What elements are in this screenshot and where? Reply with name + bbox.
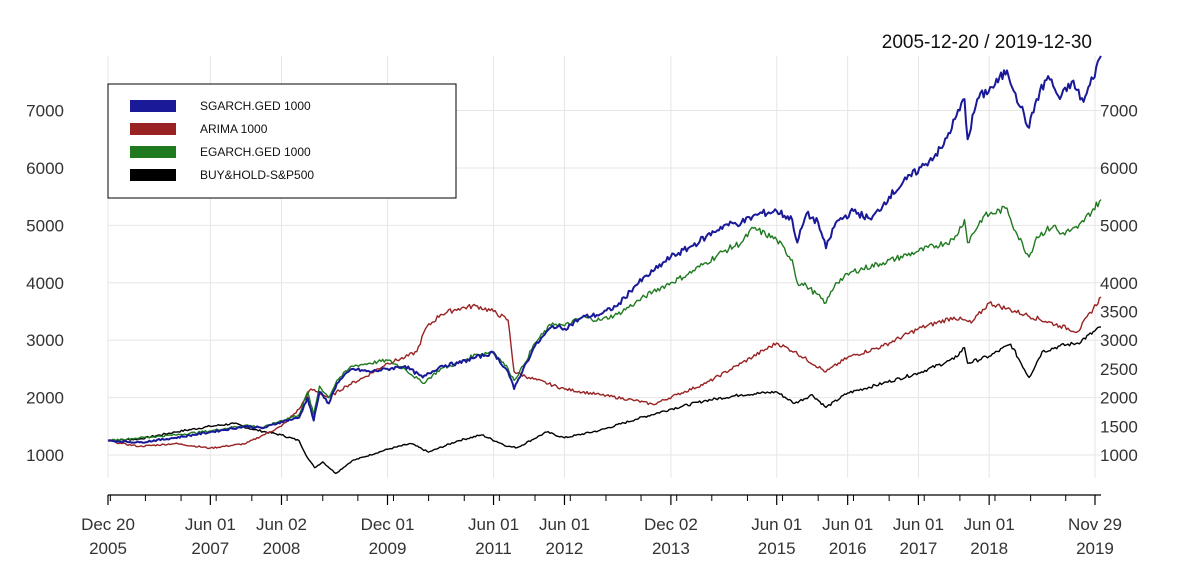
x-tick-label-bottom: 2007: [191, 539, 229, 558]
x-tick-label-top: Jun 01: [822, 515, 873, 534]
series-line-3: [107, 326, 1102, 475]
chart-title: 2005-12-20 / 2019-12-30: [882, 32, 1092, 53]
x-tick-label-top: Jun 02: [256, 515, 307, 534]
x-tick-label-top: Dec 02: [644, 515, 698, 534]
right-tick-label: 2000: [1100, 389, 1138, 408]
x-tick-label-top: Jun 01: [893, 515, 944, 534]
right-tick-label: 2500: [1100, 360, 1138, 379]
right-tick-label: 7000: [1100, 102, 1138, 121]
series-line-1: [107, 296, 1102, 450]
x-tick-label-bottom: 2016: [829, 539, 867, 558]
legend-label: EGARCH.GED 1000: [200, 145, 311, 159]
x-tick-label-bottom: 2005: [89, 539, 127, 558]
legend-swatch: [130, 100, 176, 112]
x-tick-label-bottom: 2008: [263, 539, 301, 558]
legend-label: SGARCH.GED 1000: [200, 99, 311, 113]
x-tick-label-top: Dec 01: [361, 515, 415, 534]
x-tick-label-top: Jun 01: [751, 515, 802, 534]
x-tick-label-top: Jun 01: [468, 515, 519, 534]
series-layer: [107, 55, 1102, 475]
right-tick-label: 1000: [1100, 446, 1138, 465]
right-tick-label: 3500: [1100, 302, 1138, 321]
x-tick-label-bottom: 2012: [546, 539, 584, 558]
legend-label: BUY&HOLD-S&P500: [200, 168, 314, 182]
series-line-2: [107, 199, 1102, 442]
x-tick-label-bottom: 2011: [475, 539, 512, 558]
x-tick-label-top: Jun 01: [964, 515, 1015, 534]
left-y-axis: 1000 2000 3000 4000 5000 6000 7000: [26, 102, 64, 465]
left-tick-label: 3000: [26, 331, 64, 350]
x-axis: Dec 20 2005 Jun 01 2007 Jun 02 2008 Dec 01 2009…: [81, 494, 1122, 558]
left-tick-label: 1000: [26, 446, 64, 465]
left-tick-label: 7000: [26, 102, 64, 121]
legend-label: ARIMA 1000: [200, 122, 268, 136]
right-tick-label: 5000: [1100, 216, 1138, 235]
left-tick-label: 2000: [26, 389, 64, 408]
x-tick-label-bottom: 2015: [758, 539, 796, 558]
right-tick-label: 3000: [1100, 331, 1138, 350]
left-tick-label: 5000: [26, 216, 64, 235]
right-y-axis: 1000 1500 2000 2500 3000 3500 4000 5000 6000 7000: [1100, 102, 1138, 465]
x-tick-label-top: Jun 01: [539, 515, 590, 534]
x-tick-label-bottom: 2017: [899, 539, 937, 558]
left-tick-label: 4000: [26, 274, 64, 293]
x-tick-label-top: Nov 29: [1068, 515, 1122, 534]
series-line-0: [107, 55, 1102, 444]
legend-swatch: [130, 169, 176, 181]
right-tick-label: 1500: [1100, 417, 1138, 436]
right-tick-label: 4000: [1100, 274, 1138, 293]
x-tick-label-top: Dec 20: [81, 515, 135, 534]
x-tick-label-bottom: 2013: [652, 539, 690, 558]
legend-swatch: [130, 123, 176, 135]
x-tick-label-bottom: 2019: [1076, 539, 1114, 558]
legend-swatch: [130, 146, 176, 158]
legend: SGARCH.GED 1000 ARIMA 1000 EGARCH.GED 1000…: [107, 83, 457, 199]
left-tick-label: 6000: [26, 159, 64, 178]
x-tick-label-bottom: 2018: [970, 539, 1008, 558]
x-tick-label-top: Jun 01: [185, 515, 236, 534]
x-tick-label-bottom: 2009: [369, 539, 407, 558]
right-tick-label: 6000: [1100, 159, 1138, 178]
